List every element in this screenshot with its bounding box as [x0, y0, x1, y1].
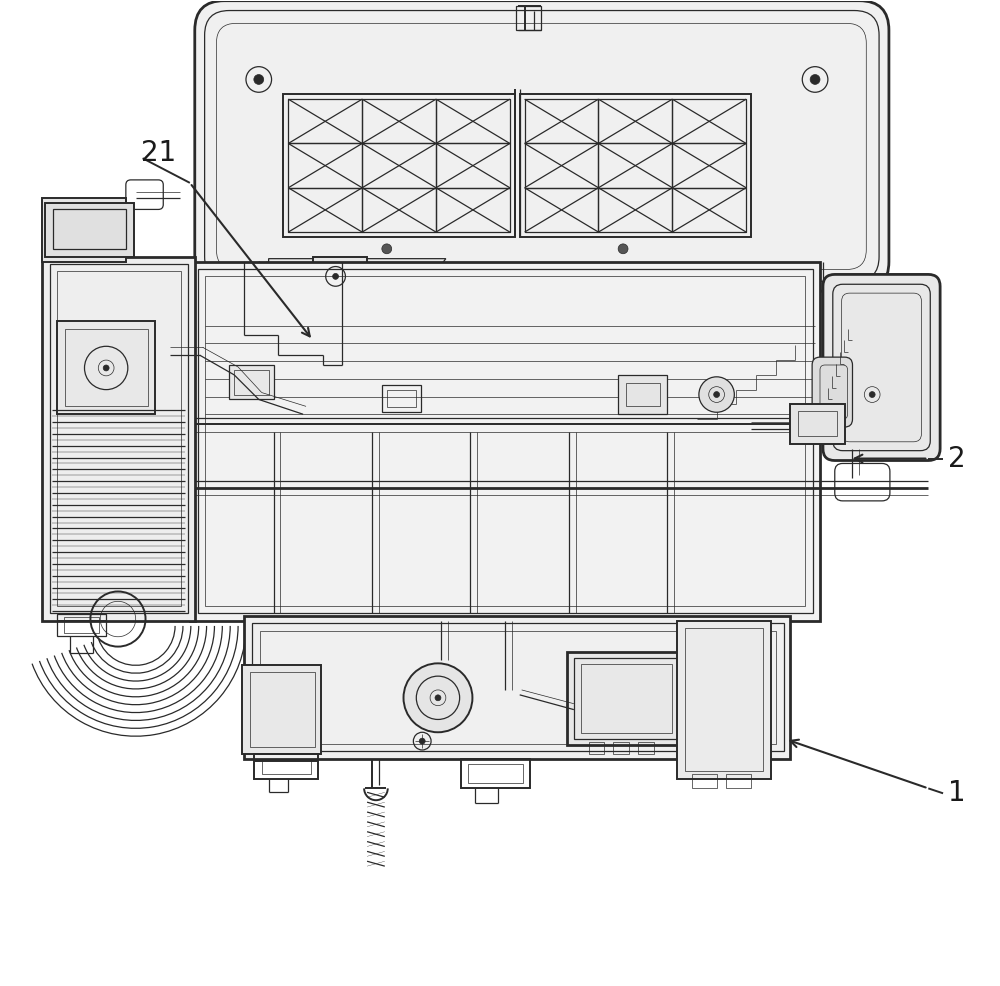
Bar: [618, 375, 667, 414]
Bar: [260, 631, 776, 744]
Bar: [726, 774, 751, 789]
Circle shape: [382, 244, 392, 253]
Bar: [525, 144, 598, 187]
Bar: [252, 623, 784, 751]
Bar: [638, 742, 654, 754]
Bar: [57, 614, 106, 636]
Bar: [205, 276, 805, 606]
FancyBboxPatch shape: [195, 1, 889, 291]
Bar: [62, 222, 91, 240]
Circle shape: [419, 739, 425, 744]
Bar: [567, 652, 685, 745]
Bar: [525, 100, 746, 232]
Circle shape: [618, 244, 628, 253]
Bar: [436, 187, 510, 232]
Bar: [242, 666, 321, 754]
Bar: [283, 95, 515, 237]
Bar: [64, 617, 99, 633]
Bar: [318, 261, 362, 291]
Polygon shape: [269, 258, 446, 355]
Bar: [250, 672, 315, 747]
Bar: [57, 320, 155, 414]
Bar: [677, 621, 771, 779]
Bar: [49, 204, 120, 254]
Bar: [613, 742, 629, 754]
Bar: [198, 268, 813, 613]
Circle shape: [699, 377, 734, 412]
Bar: [581, 665, 672, 734]
Circle shape: [435, 695, 441, 701]
Bar: [362, 100, 436, 144]
Bar: [589, 742, 604, 754]
Circle shape: [869, 391, 875, 397]
Text: 21: 21: [141, 139, 176, 168]
FancyBboxPatch shape: [823, 274, 940, 460]
Circle shape: [714, 391, 720, 397]
Bar: [50, 263, 188, 613]
Bar: [516, 6, 541, 31]
Bar: [468, 764, 523, 784]
Circle shape: [404, 664, 472, 733]
Bar: [65, 328, 148, 406]
Bar: [598, 144, 672, 187]
Text: 1: 1: [948, 779, 966, 808]
Circle shape: [254, 75, 264, 85]
Circle shape: [103, 365, 109, 371]
Bar: [45, 202, 134, 256]
Bar: [672, 100, 746, 144]
Bar: [525, 187, 598, 232]
Bar: [42, 197, 126, 261]
Circle shape: [333, 273, 339, 279]
Bar: [42, 256, 195, 621]
Bar: [574, 659, 679, 740]
Bar: [313, 256, 367, 296]
Bar: [262, 759, 311, 774]
Bar: [234, 370, 269, 394]
Bar: [362, 144, 436, 187]
Bar: [598, 100, 672, 144]
Bar: [288, 144, 362, 187]
Circle shape: [810, 75, 820, 85]
Bar: [387, 389, 416, 407]
Bar: [190, 261, 820, 621]
Bar: [362, 187, 436, 232]
Bar: [798, 411, 837, 436]
Bar: [57, 271, 181, 606]
Bar: [525, 100, 598, 144]
FancyBboxPatch shape: [812, 357, 852, 427]
Bar: [288, 187, 362, 232]
Bar: [436, 144, 510, 187]
Bar: [461, 759, 530, 789]
Bar: [436, 100, 510, 144]
Bar: [672, 187, 746, 232]
Text: 2: 2: [948, 445, 966, 472]
Bar: [598, 187, 672, 232]
Bar: [520, 95, 751, 237]
Bar: [790, 404, 845, 444]
Bar: [288, 100, 362, 144]
Bar: [254, 754, 318, 779]
Bar: [244, 616, 790, 759]
Bar: [53, 209, 126, 248]
Bar: [626, 383, 660, 406]
Bar: [288, 100, 510, 232]
Bar: [692, 774, 717, 789]
Bar: [229, 365, 274, 399]
Bar: [672, 144, 746, 187]
Bar: [685, 628, 763, 771]
Bar: [382, 385, 421, 412]
Bar: [57, 211, 111, 246]
